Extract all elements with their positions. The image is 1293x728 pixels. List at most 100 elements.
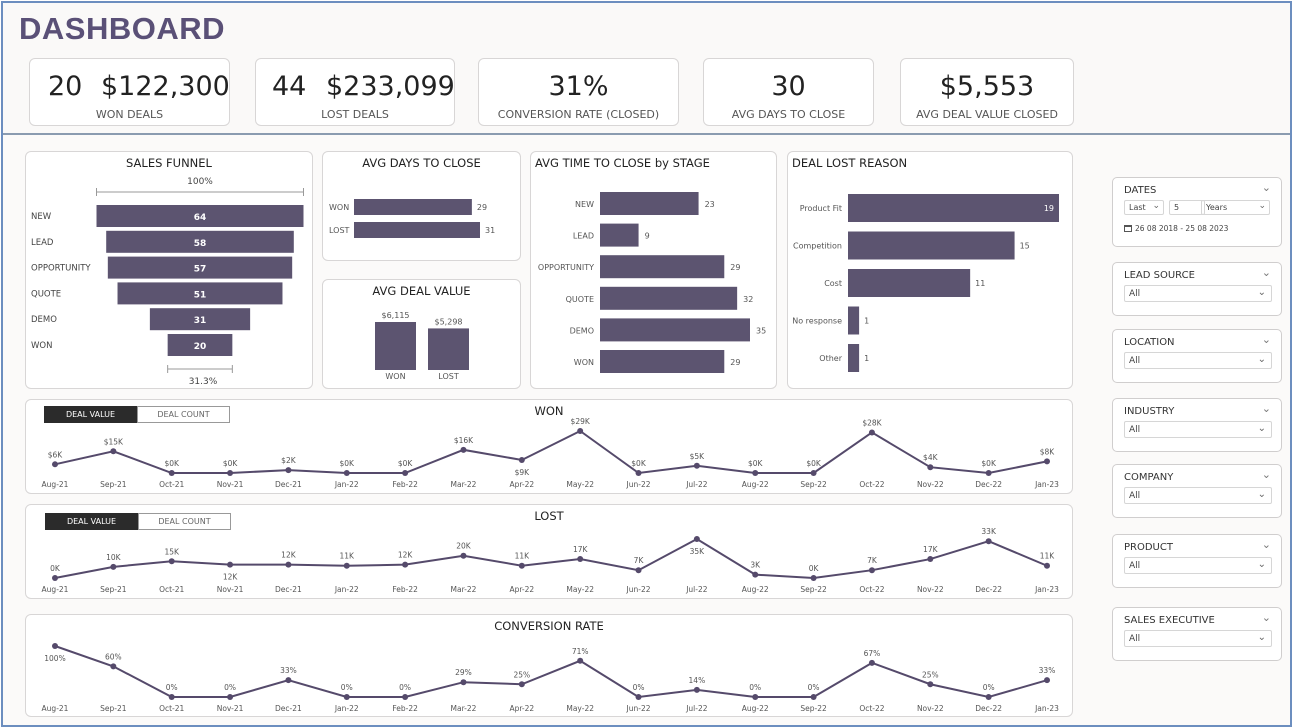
line-point [1044,562,1050,569]
lead-source-title: LEAD SOURCE [1124,270,1195,281]
lost-trend-title: LOST [534,509,564,523]
line-data-label: $0K [631,459,647,468]
lead-source-slicer[interactable]: LEAD SOURCE ⌄ All ⌄ [1112,262,1282,316]
line-data-label: $0K [223,459,239,468]
line-x-tick-label: Jan-22 [334,480,359,489]
line-data-label: 0K [809,564,820,573]
chevron-down-icon: ⌄ [1257,632,1266,643]
line-data-label: 20K [456,542,472,551]
conversion-trend-title: CONVERSION RATE [494,619,604,633]
line-data-label: 3K [750,561,761,570]
line-data-label: 33% [280,666,297,675]
line-x-tick-label: Nov-21 [217,704,244,713]
kpi-lost-value: $233,099 [326,71,455,102]
line-data-label: 60% [105,652,122,661]
funnel-stage-label: DEMO [31,315,57,325]
line-point [985,538,992,545]
kpi-won-count: 20 [48,71,83,102]
line-data-label: $29K [571,417,591,426]
lost-reason-bar [848,269,971,297]
sales-executive-dropdown[interactable]: All ⌄ [1124,630,1272,647]
line-x-tick-label: Sep-22 [800,480,827,489]
sales-executive-slicer[interactable]: SALES EXECUTIVE ⌄ All ⌄ [1112,607,1282,661]
industry-dropdown[interactable]: All ⌄ [1124,421,1272,438]
line-data-label: 7K [867,556,878,565]
chevron-down-icon[interactable]: ⌄ [1261,468,1271,481]
chevron-down-icon[interactable]: ⌄ [1261,181,1271,194]
line-point [752,470,759,476]
line-x-tick-label: Dec-22 [975,704,1002,713]
lost-reason-card: DEAL LOST REASON 19 Product Fit 15 Competit… [787,151,1073,389]
line-x-tick-label: Dec-21 [275,585,302,594]
chevron-down-icon[interactable]: ⌄ [1261,402,1271,415]
line-point [52,461,58,468]
line-x-tick-label: Jul-22 [685,704,708,713]
line-x-tick-label: Apr-22 [509,480,534,489]
avg-days-value: 31 [485,226,495,235]
industry-slicer[interactable]: INDUSTRY ⌄ All ⌄ [1112,398,1282,452]
avg-deal-value-chart: $6,115 WON $5,298 LOST [375,311,469,381]
stage-time-bar [600,318,750,342]
dates-unit-dropdown[interactable]: Years ⌄ [1201,200,1270,215]
line-x-tick-label: Mar-22 [451,704,477,713]
lost-reason-bar [848,344,860,372]
dates-mode-dropdown[interactable]: Last ⌄ [1124,200,1164,215]
won-deal-count-toggle[interactable]: DEAL COUNT [137,406,230,423]
location-title: LOCATION [1124,337,1175,348]
line-point [810,575,817,581]
location-dropdown[interactable]: All ⌄ [1124,352,1272,369]
company-slicer[interactable]: COMPANY ⌄ All ⌄ [1112,464,1282,518]
line-point [985,694,992,700]
stage-time-label: NEW [575,200,594,209]
dates-slicer[interactable]: DATES ⌄ Last ⌄ 5 Years ⌄ 26 08 2018 - 25 0… [1112,177,1282,247]
avg-days-card: AVG DAYS TO CLOSE 29 WON 31 LOST [322,151,521,261]
chevron-down-icon: ⌄ [1257,423,1266,434]
funnel-bar [106,230,294,253]
lead-source-dropdown[interactable]: All ⌄ [1124,285,1272,302]
kpi-won-deals: 20 $122,300 WON DEALS [29,58,230,126]
line-point [635,567,642,574]
line-data-label: $28K [862,418,882,427]
stage-time-label: QUOTE [566,295,594,304]
kpi-lost-label: LOST DEALS [321,108,389,121]
company-dropdown[interactable]: All ⌄ [1124,487,1272,504]
avg-days-bar [354,199,472,215]
location-slicer[interactable]: LOCATION ⌄ All ⌄ [1112,329,1282,383]
line-point [518,562,525,569]
line-x-tick-label: Aug-22 [742,704,769,713]
won-deal-value-toggle[interactable]: DEAL VALUE [44,406,137,423]
line-x-tick-label: Sep-21 [100,480,127,489]
lost-reason-chart: 19 Product Fit 15 Competition 11 Cost 1 No resp… [792,194,1059,372]
avg-deal-value: $5,298 [435,317,463,326]
line-point [927,464,934,471]
chevron-down-icon[interactable]: ⌄ [1261,538,1271,551]
chevron-down-icon[interactable]: ⌄ [1261,333,1271,346]
chevron-down-icon[interactable]: ⌄ [1261,611,1271,624]
funnel-bar-value: 31 [194,316,207,326]
line-point [168,558,175,565]
funnel-stage-label: LEAD [31,238,54,248]
avg-deal-bar [375,322,416,370]
kpi-won-value: $122,300 [101,71,230,102]
stage-time-label: WON [574,358,594,367]
line-x-tick-label: May-22 [566,480,594,489]
chevron-down-icon[interactable]: ⌄ [1261,266,1271,279]
lost-deal-count-toggle[interactable]: DEAL COUNT [138,513,231,530]
avg-deal-bar [428,328,469,370]
lost-deal-value-toggle[interactable]: DEAL VALUE [45,513,138,530]
kpi-avg-deal-value-number: $5,553 [939,71,1035,102]
product-slicer[interactable]: PRODUCT ⌄ All ⌄ [1112,534,1282,588]
product-dropdown[interactable]: All ⌄ [1124,557,1272,574]
line-point [985,470,992,476]
line-point [460,552,467,559]
lost-reason-value: 15 [1020,242,1030,251]
dates-count-input[interactable]: 5 [1169,200,1205,215]
line-x-tick-label: Nov-22 [917,704,944,713]
dates-range: 26 08 2018 - 25 08 2023 [1124,224,1228,233]
line-point [577,428,584,434]
line-point [635,470,642,476]
line-data-label: 12K [281,551,297,560]
line-data-label: $0K [806,459,822,468]
line-x-tick-label: Feb-22 [392,704,418,713]
stage-time-bar [600,223,639,247]
